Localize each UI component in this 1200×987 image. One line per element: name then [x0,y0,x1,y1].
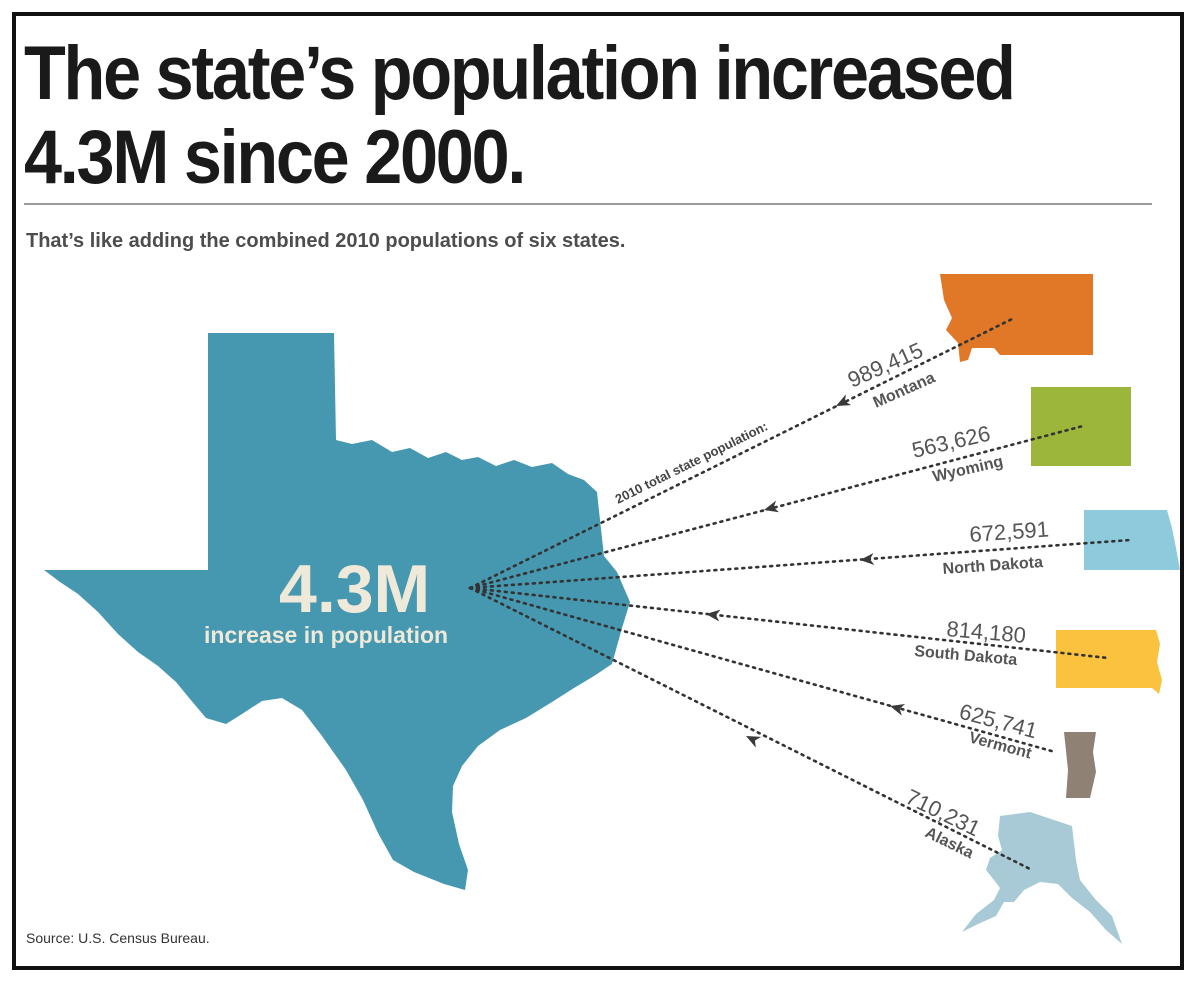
north-dakota-population: 672,591 [969,517,1050,547]
leader-alaska [468,586,1034,872]
montana-shape [940,274,1093,362]
leader-vermont [468,586,1057,754]
headline-divider [24,203,1152,205]
leader-south-dakota [468,586,1110,660]
source-note: Source: U.S. Census Bureau. [26,930,210,946]
leader-wyoming [468,424,1085,590]
arrowheads [706,394,906,748]
headline: The state’s population increased 4.3M si… [24,32,1104,200]
state-labels: 989,415 Montana 563,626 Wyoming 672,591 … [844,337,1050,862]
wyoming-name: Wyoming [931,453,1005,486]
north-dakota-name: North Dakota [942,554,1043,578]
subtitle: That’s like adding the combined 2010 pop… [26,230,626,252]
arrowhead-wyoming [764,500,780,513]
alaska-shape [962,812,1122,944]
headline-line-1: The state’s population increased [24,31,1016,116]
center-label: increase in population [204,622,448,648]
headline-line-2: 4.3M since 2000. [24,115,526,200]
center-value: 4.3M [279,551,430,627]
leader-note: 2010 total state population: [613,418,770,506]
north-dakota-shape [1084,510,1180,570]
vermont-shape [1064,732,1096,798]
infographic-frame [12,12,1184,970]
arrowhead-alaska [746,736,762,748]
south-dakota-shape [1056,630,1162,694]
arrowhead-north-dakota [860,552,875,565]
south-dakota-population: 814,180 [946,616,1027,648]
leader-montana [468,316,1016,590]
arrowhead-montana [836,394,852,406]
wyoming-population: 563,626 [910,421,993,463]
texas-shape [44,333,630,890]
leader-north-dakota [468,538,1132,590]
arrowhead-south-dakota [706,609,721,622]
arrowhead-vermont [890,704,906,716]
south-dakota-name: South Dakota [914,643,1018,669]
leader-lines [468,316,1132,872]
